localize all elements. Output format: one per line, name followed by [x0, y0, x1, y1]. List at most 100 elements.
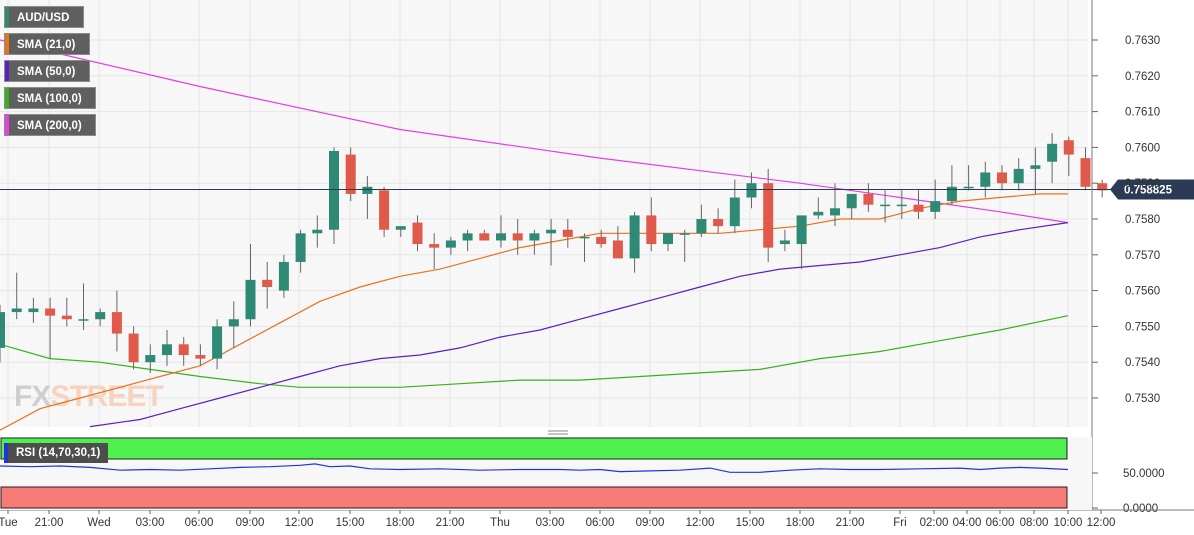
candle-up: [312, 229, 323, 234]
sma100-legend: SMA (100,0): [4, 87, 96, 109]
sma21-swatch: [5, 34, 9, 54]
symbol-label: AUD/USD: [17, 12, 70, 24]
candle-down: [195, 355, 206, 359]
rsi-oversold-zone: [0, 486, 1068, 509]
candle-down: [997, 172, 1007, 184]
y-tick-label: 0.7610: [1125, 107, 1160, 119]
candle-up: [462, 233, 473, 241]
candle-down: [612, 240, 623, 259]
candle-up: [145, 355, 156, 363]
candle-down: [128, 333, 139, 363]
x-tick-label: 21:00: [436, 517, 465, 529]
x-tick-label: 09:00: [636, 517, 665, 529]
candle-down: [262, 279, 273, 288]
current-price-label: 0.758825: [1124, 184, 1173, 196]
candle-up: [28, 308, 39, 313]
candle-down: [863, 193, 874, 205]
candle-down: [379, 190, 390, 230]
candle-up: [629, 215, 640, 259]
candle-up: [796, 215, 807, 245]
candle-up: [880, 204, 891, 207]
x-tick-label: Fri: [893, 517, 906, 529]
candle-up: [278, 261, 289, 291]
x-tick-label: 18:00: [386, 517, 415, 529]
candle-up: [228, 319, 239, 327]
watermark: FXSTREET: [14, 380, 163, 413]
x-tick-label: 03:00: [136, 517, 165, 529]
y-tick-label: 0.7580: [1125, 214, 1160, 226]
main-panel-bg: [0, 0, 1088, 427]
candle-down: [178, 344, 189, 356]
candle-up: [1013, 168, 1024, 184]
rsi-legend: RSI (14,70,30,1): [4, 443, 109, 463]
candle-up: [679, 233, 690, 235]
x-tick-label: 10:00: [1054, 517, 1083, 529]
candle-down: [1080, 158, 1091, 187]
candle-up: [1047, 143, 1058, 162]
x-tick-label: 12:00: [1087, 517, 1116, 529]
candle-up: [963, 186, 974, 189]
candle-up: [546, 229, 557, 234]
candle-up: [779, 240, 790, 245]
candle-up: [980, 172, 991, 187]
candle-up: [529, 233, 540, 241]
sma200-line: [0, 39, 1069, 224]
candle-down: [562, 229, 573, 237]
sma50-legend: SMA (50,0): [4, 60, 90, 82]
x-tick-label: 02:00: [920, 517, 949, 529]
candle-down: [913, 204, 924, 212]
sma21-legend: SMA (21,0): [4, 33, 90, 55]
sma200-label: SMA (200,0): [17, 120, 82, 132]
rsi-y-tick-label: 50.0000: [1123, 468, 1165, 480]
y-tick-label: 0.7590: [1125, 178, 1160, 190]
candle-up: [245, 279, 256, 320]
x-tick-label: 12:00: [285, 517, 314, 529]
candle-down: [45, 308, 56, 316]
candle-down: [429, 244, 440, 248]
x-tick-label: 21:00: [35, 517, 64, 529]
x-tick-label: 04:00: [953, 517, 982, 529]
candle-down: [345, 154, 356, 194]
candle-up: [696, 219, 707, 234]
candle-up: [0, 312, 5, 348]
candle-up: [896, 204, 907, 207]
candle-up: [95, 312, 106, 320]
candle-up: [729, 197, 740, 227]
candle-down: [763, 183, 774, 248]
symbol-legend: AUD/USD: [4, 6, 84, 28]
candle-down: [713, 219, 724, 227]
x-tick-label: 03:00: [536, 517, 565, 529]
candle-up: [295, 233, 306, 262]
y-tick-label: 0.7600: [1125, 142, 1160, 154]
sma100-line: [0, 315, 1069, 388]
x-tick-label: 18:00: [786, 517, 815, 529]
y-tick-label: 0.7570: [1125, 250, 1160, 262]
candle-up: [362, 186, 373, 194]
watermark-right: STREET: [50, 380, 163, 413]
candle-up: [78, 319, 89, 321]
sma21-line: [0, 193, 1068, 431]
x-tick-label: 09:00: [236, 517, 265, 529]
rsi-swatch: [4, 443, 8, 463]
rsi-label: RSI (14,70,30,1): [16, 447, 101, 459]
candle-up: [846, 193, 857, 209]
sma50-swatch: [5, 61, 9, 81]
candle-down: [61, 315, 72, 320]
symbol-swatch: [5, 7, 9, 27]
candle-down: [1097, 183, 1108, 191]
sma100-label: SMA (100,0): [17, 93, 82, 105]
x-tick-label: 12:00: [686, 517, 715, 529]
x-tick-label: 06:00: [586, 517, 615, 529]
rsi-y-tick-label: 0.0000: [1123, 503, 1158, 515]
candle-down: [1063, 140, 1074, 155]
candle-up: [11, 308, 22, 313]
panel-separator: [0, 427, 1092, 437]
x-tick-label: 06:00: [986, 517, 1015, 529]
x-tick-label: 06:00: [185, 517, 214, 529]
sma200-swatch: [5, 115, 9, 135]
candle-down: [412, 222, 423, 245]
candle-up: [329, 150, 339, 230]
x-tick-label: Tue: [0, 517, 18, 529]
y-tick-label: 0.7550: [1125, 321, 1160, 333]
